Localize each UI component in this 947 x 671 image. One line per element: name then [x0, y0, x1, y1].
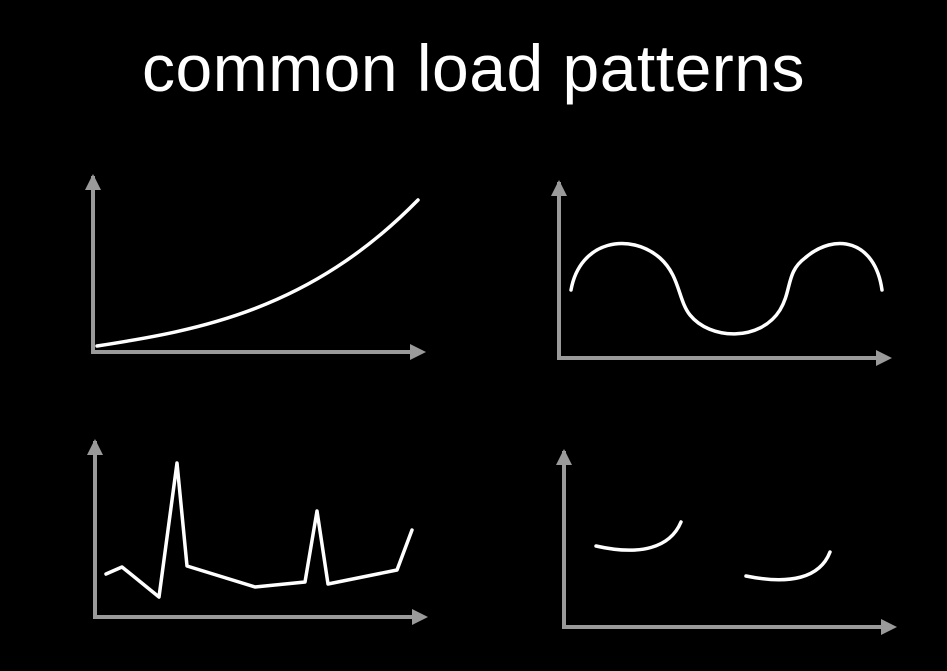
y-axis-arrowhead [85, 174, 101, 190]
y-axis-arrowhead [551, 180, 567, 196]
y-axis-arrowhead [87, 439, 103, 455]
panel-spiky [87, 439, 428, 625]
x-axis-arrowhead [410, 344, 426, 360]
x-axis-arrowhead [876, 350, 892, 366]
panel-cyclical [551, 180, 892, 366]
panel-intermittent [556, 449, 897, 635]
x-axis-arrowhead [412, 609, 428, 625]
increasing-curve [95, 198, 420, 348]
y-axis-arrowhead [556, 449, 572, 465]
intermittent-curve-2 [744, 550, 832, 582]
sine-wave-curve [569, 241, 884, 336]
x-axis-arrowhead [881, 619, 897, 635]
spiky-line [104, 461, 414, 599]
slide-title: common load patterns [141, 31, 805, 105]
intermittent-curve-1 [594, 520, 683, 552]
panel-increasing [85, 174, 426, 360]
